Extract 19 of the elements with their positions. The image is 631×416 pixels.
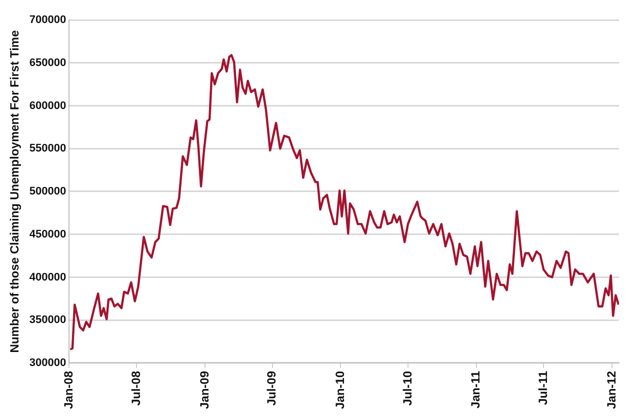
x-tick-label: Jan-09	[197, 370, 212, 410]
x-tick-label: Jan-08	[61, 370, 76, 410]
x-tick-label: Jul-10	[400, 370, 414, 406]
x-tick-label: Jul-08	[129, 370, 144, 406]
y-tick-label: 600000	[29, 100, 66, 112]
y-tick-label: 400000	[29, 271, 66, 284]
y-tick-label: 450000	[29, 228, 66, 240]
y-tick-label: 650000	[29, 56, 66, 69]
y-tick-label: 350000	[29, 314, 66, 326]
y-tick-label: 300000	[29, 357, 66, 370]
x-tick-label: Jan-10	[333, 370, 348, 410]
y-axis-title: Number of those Claiming Unemployment For First Time	[8, 30, 22, 353]
x-tick-label: Jul-09	[264, 370, 279, 406]
x-tick-label: Jan-11	[468, 370, 483, 408]
y-tick-label: 500000	[29, 186, 66, 198]
x-tick-label: Jul-11	[536, 370, 550, 406]
y-tick-label: 700000	[29, 14, 66, 26]
x-tick-label: Jan-12	[604, 370, 618, 410]
y-tick-label: 550000	[29, 142, 66, 155]
